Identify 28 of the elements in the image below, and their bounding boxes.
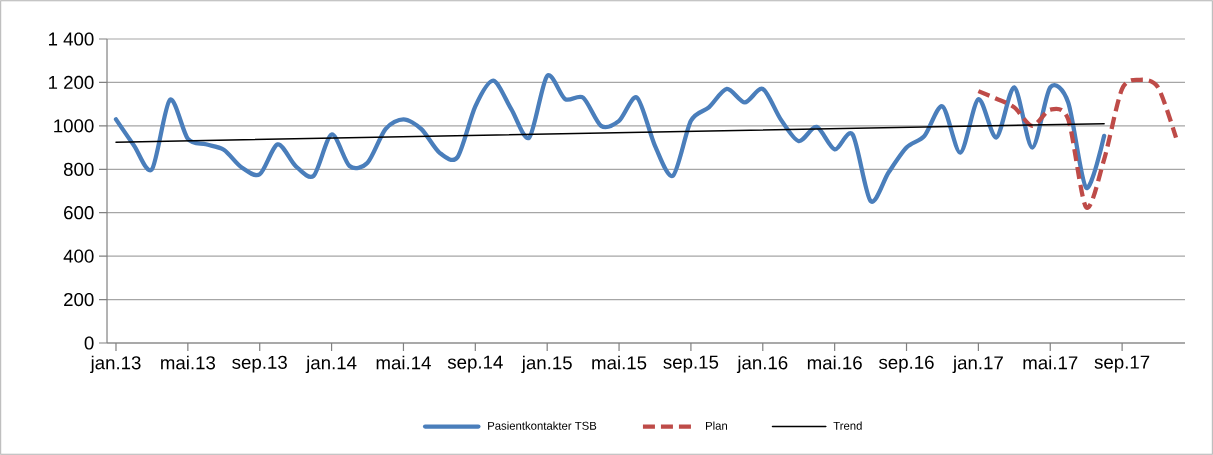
y-tick-label: 1 400 — [49, 32, 94, 46]
legend-label: Plan — [705, 421, 728, 430]
x-tick-label: jan.14 — [305, 355, 357, 374]
x-tick-label: sep.17 — [1094, 355, 1150, 373]
x-tick-label: mai.15 — [592, 355, 647, 370]
line-series — [976, 77, 1179, 210]
x-tick-label: sep.15 — [663, 355, 719, 373]
x-tick-label: mai.17 — [1023, 355, 1078, 370]
x-tick-label: jan.16 — [736, 355, 788, 374]
x-tick-label: jan.13 — [90, 355, 141, 374]
x-tick-label: sep.16 — [879, 355, 934, 373]
y-tick-label: 800 — [63, 162, 94, 176]
x-tick-label: mai.14 — [376, 355, 431, 370]
y-tick-label: 600 — [64, 206, 94, 220]
line-series — [113, 73, 1107, 204]
x-tick-label: mai.16 — [807, 355, 862, 370]
y-tick-label: 0 — [84, 336, 94, 350]
x-tick-label: jan.17 — [952, 355, 1003, 374]
x-tick-label: sep.14 — [447, 355, 503, 373]
y-tick-label: 1000 — [54, 119, 94, 133]
legend-label: Trend — [833, 421, 862, 430]
x-tick-label: jan.15 — [521, 355, 572, 374]
y-tick-label: 400 — [63, 249, 94, 263]
legend-label: Pasientkontakter TSB — [488, 421, 597, 430]
x-tick-label: sep.13 — [232, 355, 287, 373]
x-tick-label: mai.13 — [161, 355, 216, 370]
y-tick-label: 1 200 — [49, 75, 94, 90]
y-tick-label: 200 — [64, 292, 94, 307]
